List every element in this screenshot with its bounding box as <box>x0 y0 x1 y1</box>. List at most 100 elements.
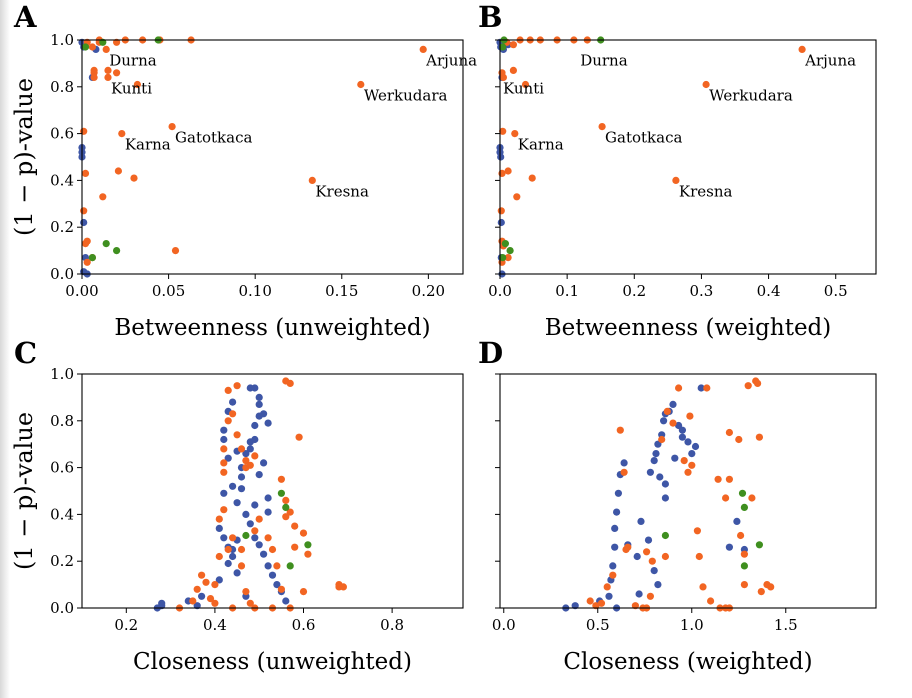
data-point-orange <box>233 431 241 439</box>
data-point-blue <box>614 489 623 497</box>
data-point-orange <box>291 522 299 530</box>
data-point-orange <box>168 123 176 131</box>
data-point-orange <box>661 552 670 561</box>
data-point-orange <box>658 435 666 444</box>
data-point-blue <box>654 581 662 589</box>
data-point-orange <box>224 545 232 554</box>
panel-d: D 0.0 0.5 1.0 1.5 Closeness (weighted) <box>478 336 877 675</box>
data-point-blue <box>229 552 237 561</box>
data-point-blue <box>282 597 290 605</box>
point-annotation: Kunti <box>503 79 544 97</box>
data-point-blue <box>273 581 281 589</box>
data-point-blue <box>251 534 259 542</box>
data-point-orange <box>767 583 775 591</box>
data-point-blue <box>611 543 619 551</box>
page-edge-shadow <box>0 0 10 698</box>
data-point-orange <box>509 66 517 74</box>
x-tick-label: 0.0 <box>492 616 516 634</box>
data-point-orange <box>616 426 624 434</box>
data-point-blue <box>497 153 505 161</box>
x-axis-label: Closeness (unweighted) <box>133 649 412 675</box>
data-point-blue <box>215 576 223 584</box>
y-tick-label: 0.4 <box>50 171 74 189</box>
data-point-orange <box>798 45 806 54</box>
data-point-orange <box>286 508 294 516</box>
data-point-orange <box>702 80 710 89</box>
data-point-blue <box>650 567 658 575</box>
data-point-orange <box>90 73 98 81</box>
data-point-blue <box>215 524 223 533</box>
data-point-orange <box>722 494 730 502</box>
data-point-orange <box>104 73 112 81</box>
data-point-orange <box>497 207 505 215</box>
data-point-orange <box>102 45 110 54</box>
data-point-orange <box>598 123 606 131</box>
data-point-orange <box>648 557 656 565</box>
data-point-blue <box>684 438 692 446</box>
data-point-orange <box>80 207 88 215</box>
data-point-blue <box>224 559 232 568</box>
data-point-blue <box>260 410 268 418</box>
data-point-blue <box>725 543 734 551</box>
x-axis-label: Closeness (weighted) <box>563 649 812 675</box>
y-tick-label: 0.2 <box>50 552 74 570</box>
data-point-orange <box>735 435 743 444</box>
data-point-green <box>499 43 507 51</box>
point-annotation: Arjuna <box>425 51 477 69</box>
data-point-orange <box>299 529 308 537</box>
data-point-blue <box>633 552 641 561</box>
y-tick-label: 0.8 <box>50 78 74 96</box>
data-point-blue <box>246 384 254 392</box>
data-point-blue <box>671 454 679 462</box>
data-point-blue <box>733 517 741 526</box>
data-point-orange <box>277 475 285 483</box>
data-point-orange <box>669 419 677 427</box>
data-point-blue <box>678 426 687 434</box>
y-tick-label: 0.0 <box>50 265 74 283</box>
data-point-blue <box>660 417 668 425</box>
data-point-orange <box>695 552 703 561</box>
data-point-blue <box>611 524 619 533</box>
data-point-blue <box>678 433 687 441</box>
data-point-orange <box>113 69 121 77</box>
data-point-orange <box>81 169 90 177</box>
data-point-green <box>740 562 749 570</box>
data-point-blue <box>237 473 246 481</box>
data-point-green <box>102 240 110 248</box>
data-point-orange <box>419 45 427 54</box>
data-point-orange <box>104 66 112 74</box>
data-point-orange <box>737 531 745 540</box>
data-point-blue <box>691 442 700 451</box>
data-point-orange <box>88 43 96 51</box>
data-point-orange <box>513 193 521 201</box>
data-point-orange <box>703 384 711 392</box>
data-point-orange <box>277 585 285 593</box>
data-point-orange <box>504 167 512 175</box>
x-tick-label: 0.2 <box>114 616 138 634</box>
data-point-orange <box>755 433 764 441</box>
panel-label: A <box>13 0 37 34</box>
data-point-orange <box>246 599 254 607</box>
x-tick-label: 0.15 <box>325 282 358 300</box>
data-point-blue <box>255 541 263 549</box>
data-point-green <box>88 254 96 262</box>
data-point-orange <box>740 550 749 558</box>
data-point-orange <box>242 457 250 465</box>
data-point-orange <box>130 174 138 182</box>
data-point-orange <box>684 468 692 476</box>
data-point-blue <box>224 454 232 462</box>
data-point-orange <box>229 534 237 542</box>
data-point-green <box>113 247 121 255</box>
data-point-orange <box>304 550 312 558</box>
data-point-blue <box>688 450 696 458</box>
point-annotation: Kresna <box>315 182 369 200</box>
data-point-orange <box>624 543 632 551</box>
data-point-blue <box>251 501 259 509</box>
data-point-orange <box>220 468 228 476</box>
data-point-orange <box>282 513 290 521</box>
data-point-blue <box>637 517 645 526</box>
point-annotation: Durna <box>580 51 628 69</box>
data-point-orange <box>99 193 107 201</box>
x-tick-label: 1.5 <box>774 616 798 634</box>
y-tick-label: 1.0 <box>50 31 74 49</box>
